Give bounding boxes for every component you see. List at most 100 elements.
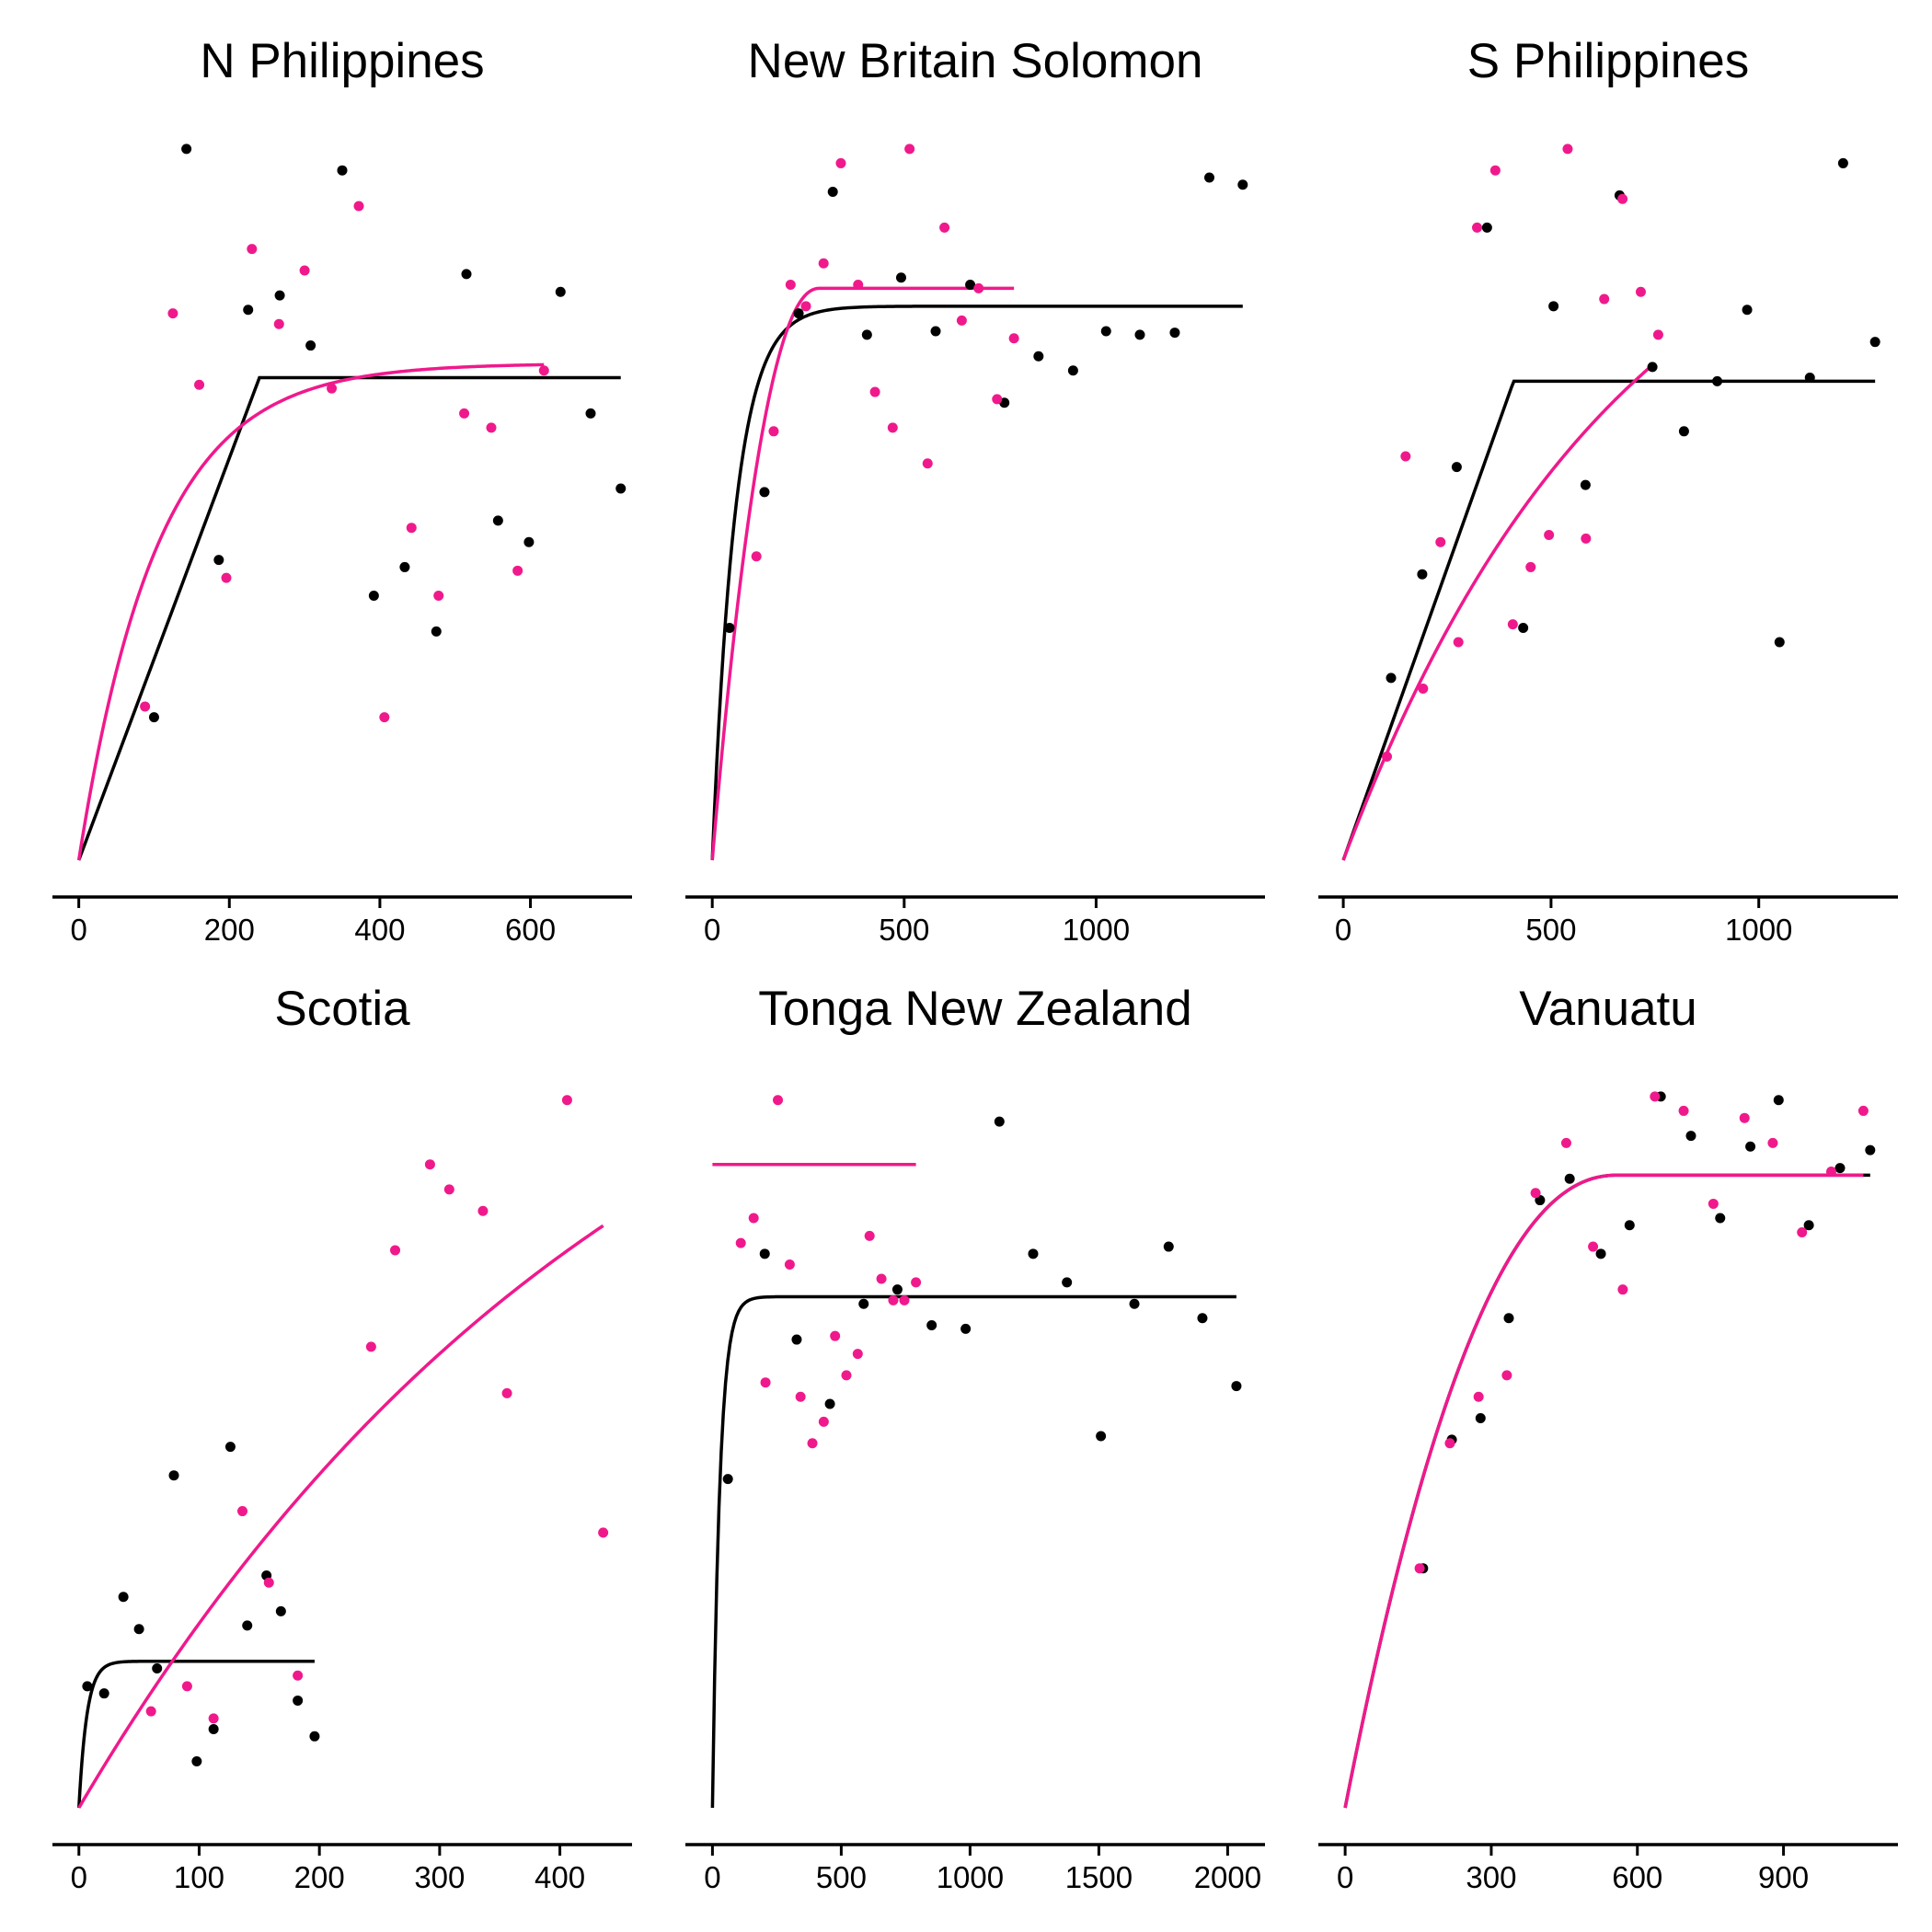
pink-data-point: [1530, 1188, 1541, 1199]
pink-data-point: [956, 315, 967, 326]
x-tick-label: 500: [816, 1860, 867, 1894]
pink-data-point: [830, 1330, 841, 1341]
panel-tonga-new-zealand: Tonga New Zealand 0 500 1000 1500 2000: [685, 982, 1265, 1894]
pink-data-point: [459, 408, 470, 419]
pink-data-point: [1678, 1105, 1689, 1116]
pink-data-point: [852, 1349, 863, 1360]
black-data-point: [1163, 1241, 1174, 1252]
black-fit-curve: [77, 1659, 315, 1809]
black-data-point: [1475, 1413, 1486, 1424]
pink-data-point: [795, 1391, 806, 1402]
black-data-point: [1386, 673, 1397, 684]
x-tick-label: 2000: [1194, 1860, 1261, 1894]
black-data-point: [431, 626, 442, 637]
black-data-point: [1869, 337, 1880, 348]
pink-data-point: [1617, 193, 1628, 204]
plot-area: 0 200 400 600: [52, 144, 632, 947]
black-data-point: [1678, 426, 1689, 437]
black-data-point: [461, 269, 472, 280]
x-tick-label: 900: [1758, 1860, 1809, 1894]
pink-data-point: [1544, 529, 1555, 540]
black-data-point: [523, 536, 535, 547]
pink-data-point: [1414, 1563, 1425, 1574]
pink-data-point: [899, 1294, 910, 1305]
pink-data-point: [973, 282, 984, 293]
black-data-point: [1028, 1248, 1039, 1259]
black-data-point: [930, 326, 941, 337]
black-data-point: [1647, 362, 1658, 373]
black-data-point: [585, 408, 596, 419]
black-data-point: [275, 1605, 286, 1616]
panel-title: Tonga New Zealand: [758, 982, 1191, 1036]
pink-data-point: [1650, 1091, 1661, 1102]
black-data-point: [1548, 301, 1559, 312]
panel-s-philippines: S Philippines 0 500 1000: [1318, 34, 1898, 947]
x-tick-label: 0: [704, 913, 720, 947]
x-tick-label: 200: [204, 913, 255, 947]
black-data-point: [891, 1284, 903, 1295]
pink-data-point: [869, 386, 880, 397]
pink-data-point: [1617, 1284, 1628, 1295]
pink-data-point: [760, 1377, 771, 1388]
x-tick-label: 0: [70, 913, 86, 947]
pink-data-point: [922, 458, 933, 469]
x-tick-label: 100: [174, 1860, 224, 1894]
pink-data-point: [748, 1213, 759, 1224]
pink-data-point: [888, 1294, 899, 1305]
black-data-point: [208, 1724, 219, 1735]
black-data-point: [827, 187, 838, 197]
pink-data-point: [379, 712, 390, 723]
pink-data-point: [538, 365, 549, 376]
black-data-point: [1712, 375, 1723, 386]
pink-data-point: [835, 157, 846, 168]
pink-data-point: [293, 1670, 304, 1681]
black-data-point: [399, 561, 410, 572]
pink-data-point: [1501, 1370, 1512, 1381]
pink-data-point: [433, 591, 444, 602]
black-data-point: [1231, 1381, 1242, 1392]
black-data-point: [861, 329, 872, 340]
pink-data-point: [1489, 165, 1501, 176]
panel-vanuatu: Vanuatu 0 300 600 900: [1318, 982, 1898, 1894]
black-data-point: [1624, 1220, 1635, 1231]
black-data-point: [722, 1474, 733, 1485]
pink-data-point: [1453, 637, 1464, 648]
pink-data-point: [390, 1245, 401, 1256]
black-data-point: [82, 1681, 93, 1692]
pink-data-point: [1635, 286, 1646, 297]
pink-data-point: [221, 572, 232, 583]
black-data-point: [118, 1592, 129, 1603]
x-tick-label: 0: [1337, 1860, 1353, 1894]
pink-data-point: [1825, 1166, 1836, 1177]
black-data-point: [895, 272, 906, 283]
black-data-point: [243, 305, 254, 316]
black-data-point: [1518, 622, 1529, 633]
black-data-point: [1745, 1141, 1756, 1152]
black-data-point: [213, 555, 224, 566]
black-data-point: [1503, 1313, 1514, 1324]
pink-data-point: [145, 1706, 156, 1717]
black-data-point: [1834, 1163, 1846, 1174]
pink-data-point: [1797, 1227, 1808, 1238]
pink-data-point: [273, 318, 284, 329]
black-data-point: [1774, 637, 1785, 648]
black-data-point: [181, 144, 192, 155]
black-data-point: [98, 1688, 109, 1699]
pink-data-point: [237, 1506, 248, 1517]
pink-data-point: [1008, 333, 1019, 344]
black-data-point: [274, 290, 285, 301]
black-data-point: [1134, 329, 1145, 340]
pink-data-point: [876, 1273, 887, 1284]
pink-data-point: [1525, 561, 1536, 572]
plot-area: 0 500 1000: [685, 144, 1265, 947]
pink-data-point: [818, 1416, 829, 1427]
x-tick-label: 600: [1612, 1860, 1662, 1894]
pink-data-point: [1472, 222, 1483, 233]
x-tick-label: 0: [1335, 913, 1351, 947]
pink-data-point: [167, 308, 178, 319]
black-data-point: [191, 1756, 202, 1766]
black-data-point: [555, 286, 566, 297]
black-data-point: [994, 1116, 1005, 1127]
panel-new-britain-solomon: New Britain Solomon 0 500 1000: [685, 34, 1265, 947]
black-data-point: [1803, 1220, 1814, 1231]
